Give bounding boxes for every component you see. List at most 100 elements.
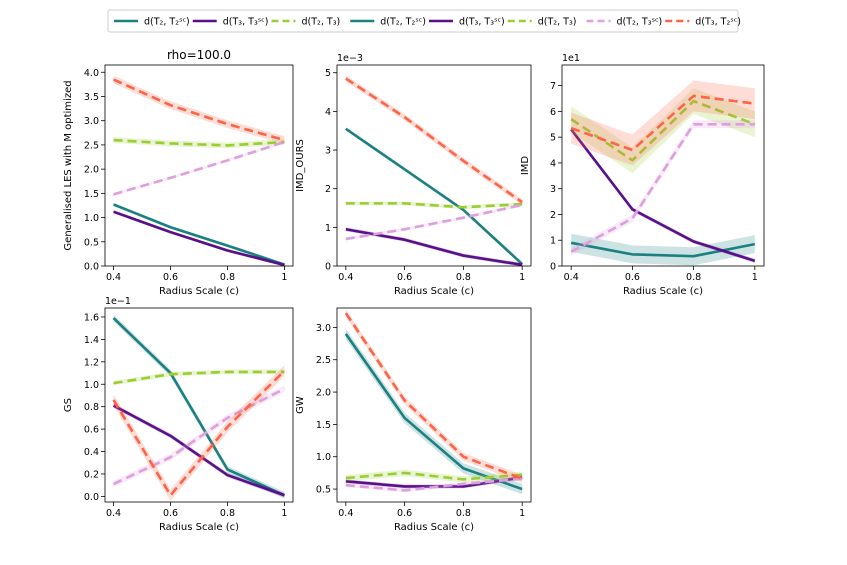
plot-area (345, 75, 524, 266)
y-axis-label: IMD (520, 156, 531, 176)
legend: d(T₂, T₂ˢᶜ) d(T₃, T₃ˢᶜ) d(T₂, T₃) d(T₂, T₂ˢ… (107, 9, 741, 33)
series-line (113, 138, 285, 147)
y-tick-label: 5 (550, 133, 556, 144)
y-tick-label: 1.2 (84, 357, 99, 368)
y-tick-label: 0.5 (316, 485, 331, 496)
y-tick-label: 2.5 (84, 140, 99, 151)
plot-area (344, 309, 523, 495)
y-tick-label: 0 (550, 262, 556, 273)
x-tick-label: 1 (281, 508, 287, 519)
subplot-grid: 0.4 0.6 0.8 1 0.0 0.5 1.0 1.5 2.0 2.5 3.0 3.5 4.0 Rad… (63, 48, 765, 533)
subplot-2: 0.4 0.6 0.8 1 0 1 2 3 4 5 Radius Scale (c) IMD_OURS… (295, 53, 532, 297)
axes-frame (561, 64, 765, 267)
y-tick-label: 2.5 (316, 355, 331, 366)
y-axis-label: IMD_OURS (295, 139, 306, 192)
legend-label: d(T₃, T₃ˢᶜ) (223, 17, 269, 28)
series-line (345, 202, 523, 209)
y-tick-label: 0.8 (84, 402, 99, 413)
y-tick-label: 2.0 (316, 388, 331, 399)
series-line (113, 203, 285, 266)
series-line (570, 122, 755, 253)
y-tick-label: 4.0 (84, 68, 99, 79)
series-line (344, 312, 523, 480)
series-line (112, 404, 285, 497)
x-tick-label: 1 (752, 272, 758, 283)
series-line (345, 77, 523, 204)
axes-frame (104, 64, 294, 267)
y-axis-label: Generalised LES with M optimized (63, 80, 74, 250)
x-tick-label: 0.6 (397, 508, 412, 519)
y-axis-label: GS (63, 398, 74, 412)
y-tick-label: 0.5 (84, 237, 99, 248)
series-line (570, 94, 755, 152)
y-tick-label: 1.6 (84, 312, 99, 323)
y-tick-label: 4 (550, 158, 556, 169)
y-tick-label: 3 (325, 146, 331, 157)
x-tick-label: 0.4 (564, 272, 579, 283)
y-tick-label: 3.0 (84, 116, 99, 127)
y-tick-label: 6 (550, 107, 556, 118)
x-tick-label: 0.8 (456, 272, 471, 283)
legend-label: d(T₂, T₃) (302, 17, 341, 28)
x-axis-label: Radius Scale (c) (394, 522, 474, 533)
series-line (344, 333, 523, 491)
y-tick-label: 2.0 (84, 165, 99, 176)
x-tick-label: 0.8 (686, 272, 701, 283)
y-tick-label: 0.0 (84, 262, 99, 273)
legend-label: d(T₃, T₃ˢᶜ) (459, 17, 505, 28)
confidence-band (345, 309, 523, 483)
x-tick-label: 0.4 (338, 508, 353, 519)
y-tick-label: 1 (325, 223, 331, 234)
plot-area (112, 314, 286, 501)
series-line (113, 370, 285, 385)
series-line (112, 387, 286, 486)
confidence-band (571, 233, 755, 266)
x-tick-label: 1 (519, 508, 525, 519)
x-axis-label: Radius Scale (c) (623, 286, 703, 297)
series-line (112, 317, 285, 497)
series-line (345, 127, 524, 266)
x-tick-label: 1 (281, 272, 287, 283)
y-tick-label: 4 (325, 107, 331, 118)
axes-frame (336, 64, 532, 267)
x-tick-label: 0.8 (220, 272, 235, 283)
y-tick-label: 3.5 (84, 92, 99, 103)
series-line (113, 210, 285, 266)
subplot-1: 0.4 0.6 0.8 1 0.0 0.5 1.0 1.5 2.0 2.5 3.0 3.5 4.0 Rad… (63, 48, 294, 297)
series-line (345, 203, 523, 241)
subplot-3: 0.4 0.6 0.8 1 0 1 2 3 4 5 6 7 Radius Scale (c) IMD 1e1 (520, 53, 765, 297)
series-line (345, 477, 523, 492)
subplot-4: 0.4 0.6 0.8 1 0.0 0.2 0.4 0.6 0.8 1.0 1.2 1.4 1.6 Rad… (63, 296, 294, 533)
y-axis-label: GW (295, 396, 306, 414)
confidence-band (345, 75, 523, 206)
x-tick-label: 0.6 (163, 508, 178, 519)
x-axis-label: Radius Scale (c) (159, 286, 239, 297)
legend-label: d(T₂, T₃ˢᶜ) (617, 17, 663, 28)
x-tick-label: 0.4 (338, 272, 353, 283)
y-tick-label: 7 (550, 81, 556, 92)
subplot-5: 0.4 0.6 0.8 1 0.5 1.0 1.5 2.0 2.5 3.0 Radius Scale… (295, 307, 532, 533)
x-tick-label: 0.4 (106, 508, 121, 519)
y-tick-label: 2 (550, 210, 556, 221)
confidence-band (113, 365, 285, 501)
legend-label: d(T₂, T₂ˢᶜ) (144, 17, 190, 28)
x-tick-label: 0.4 (106, 272, 121, 283)
y-tick-label: 3.0 (316, 323, 331, 334)
x-tick-label: 0.6 (163, 272, 178, 283)
x-tick-label: 0.8 (456, 508, 471, 519)
x-tick-label: 0.6 (625, 272, 640, 283)
axis-offset-label: 1e−3 (337, 53, 363, 64)
axis-offset-label: 1e1 (562, 53, 580, 64)
y-tick-label: 2 (325, 184, 331, 195)
y-tick-label: 1.0 (84, 380, 99, 391)
y-tick-label: 5 (325, 68, 331, 79)
y-tick-label: 0.0 (84, 492, 99, 503)
y-tick-label: 0.4 (84, 447, 99, 458)
axes-frame (104, 307, 294, 503)
confidence-band (113, 75, 285, 144)
legend-label: d(T₃, T₂ˢᶜ) (695, 17, 741, 28)
y-tick-label: 1 (550, 236, 556, 247)
y-tick-label: 1.5 (84, 189, 99, 200)
series-line (112, 369, 286, 497)
